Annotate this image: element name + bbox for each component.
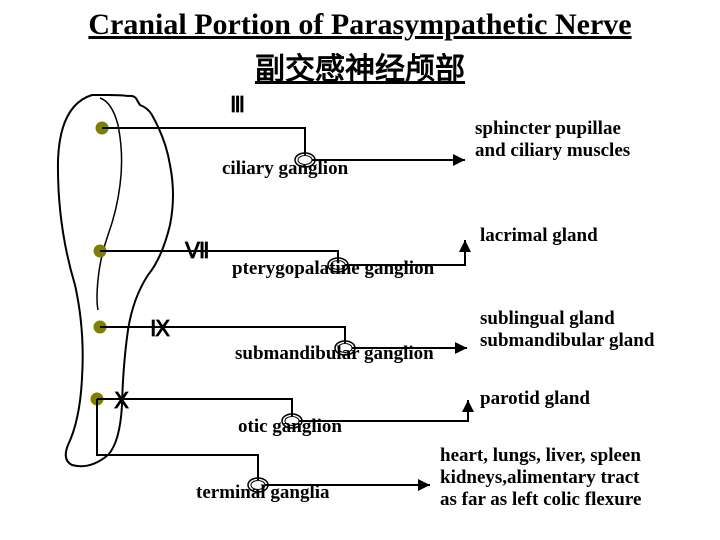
target-label-3: parotid gland — [480, 388, 590, 410]
nerve-roman-3: Ⅹ — [114, 388, 129, 414]
ganglion-label-0: ciliary ganglion — [222, 158, 348, 180]
ganglion-label-2: submandibular ganglion — [235, 343, 434, 365]
nerve-roman-1: Ⅶ — [185, 238, 210, 264]
target-label-1: lacrimal gland — [480, 225, 598, 247]
nerve-roman-2: Ⅸ — [150, 316, 170, 342]
ganglion-label-extra: terminal ganglia — [196, 482, 330, 504]
target-label-2: sublingual glandsubmandibular gland — [480, 308, 654, 352]
ganglion-label-3: otic ganglion — [238, 416, 342, 438]
ganglion-label-1: pterygopalatine ganglion — [232, 258, 434, 280]
nerve-roman-0: Ⅲ — [230, 92, 245, 118]
target-label-extra: heart, lungs, liver, spleenkidneys,alime… — [440, 445, 641, 511]
target-label-0: sphincter pupillaeand ciliary muscles — [475, 118, 630, 162]
